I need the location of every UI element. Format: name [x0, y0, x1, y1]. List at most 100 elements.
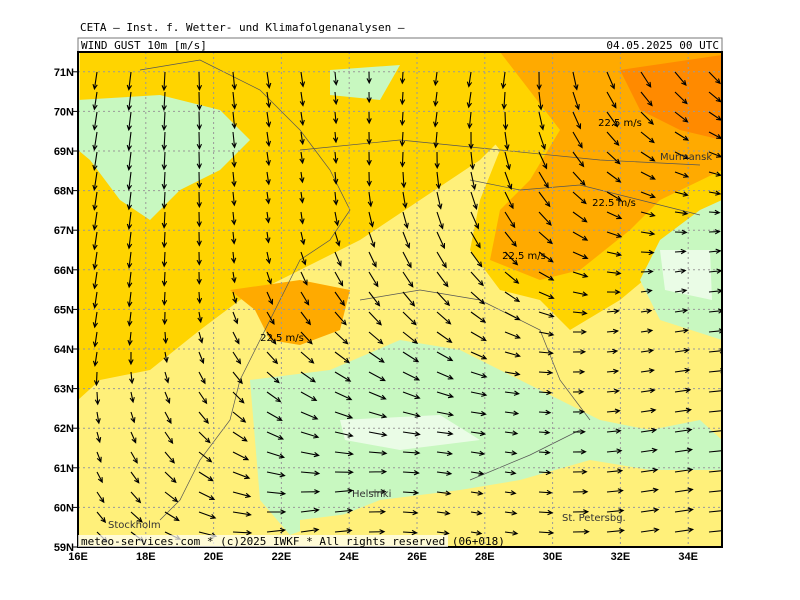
place-label: Murmansk [660, 152, 712, 163]
wind-arrow [265, 91, 272, 109]
wind-arrow [640, 268, 654, 275]
wind-arrow [402, 391, 421, 400]
wind-arrow [640, 308, 653, 314]
wind-arrow [504, 490, 517, 496]
wind-arrow [538, 350, 554, 356]
wind-arrow [470, 450, 486, 456]
wind-arrow [126, 191, 133, 211]
wind-arrow [368, 489, 387, 495]
wind-arrow [300, 431, 320, 439]
contour-label: 22.5 m/s [598, 118, 642, 129]
parameter: WIND_GUST 10m [m/s] [81, 39, 207, 52]
wind-arrow [164, 411, 172, 425]
wind-arrow [196, 71, 203, 92]
wind-arrow [231, 151, 237, 168]
wind-arrow [436, 470, 453, 476]
wind-arrow [300, 527, 320, 533]
wind-arrow [640, 230, 656, 237]
wind-arrow [334, 271, 344, 287]
lat-label: 62N [54, 423, 74, 435]
wind-arrow [708, 408, 722, 414]
wind-arrow [92, 91, 98, 111]
wind-arrow [368, 271, 379, 288]
wind-arrow [126, 111, 132, 132]
wind-arrow [572, 329, 587, 335]
wind-arrow [198, 471, 214, 482]
wind-arrow [232, 291, 238, 304]
wind-arrow [96, 471, 103, 484]
wind-arrow [231, 271, 237, 284]
wind-arrow [640, 467, 659, 473]
wind-arrow [433, 71, 439, 87]
wind-arrow [127, 311, 133, 327]
wind-arrow [606, 508, 625, 514]
wind-arrow [300, 507, 320, 514]
wind-arrow [266, 509, 287, 515]
contour-label: 22.5 m/s [260, 333, 304, 344]
wind-arrow [470, 490, 484, 496]
wind-arrow [674, 288, 688, 294]
wind-arrow [334, 411, 354, 419]
wind-arrow [196, 291, 203, 305]
wind-arrow [504, 231, 517, 248]
wind-arrow [399, 131, 406, 147]
wind-arrow [469, 151, 476, 171]
wind-arrow [402, 351, 420, 363]
wind-arrow [164, 451, 175, 464]
wind-arrow [537, 91, 544, 111]
wind-arrow [231, 111, 237, 130]
wind-arrow [606, 191, 623, 201]
wind-arrow [231, 131, 237, 149]
wind-arrow [299, 191, 305, 204]
wind-arrow [399, 91, 406, 106]
wind-arrow [504, 191, 514, 210]
wind-arrow [198, 411, 209, 424]
wind-arrow [368, 331, 384, 345]
wind-arrow [126, 231, 133, 250]
wind-arrow [332, 131, 339, 144]
wind-arrow [299, 71, 306, 88]
wind-arrow [538, 151, 548, 170]
wind-arrow [606, 448, 623, 454]
wind-arrow [92, 71, 98, 91]
calm-zone [330, 65, 400, 100]
wind-arrow [334, 391, 353, 401]
wind-arrow [674, 151, 690, 159]
wind-arrow [266, 471, 286, 478]
wind-arrow [162, 331, 169, 345]
wind-arrow [538, 409, 552, 416]
wind-arrow [266, 527, 287, 534]
wind-arrow [266, 431, 285, 440]
wind-arrow [538, 331, 555, 337]
wind-arrow [232, 451, 250, 461]
wind-arrow [161, 151, 167, 171]
wind-arrow [300, 291, 310, 306]
wind-arrow [334, 508, 354, 514]
wind-arrow [538, 191, 551, 208]
wind-arrow [674, 487, 694, 493]
wind-arrow [538, 369, 554, 376]
wind-arrow [300, 311, 312, 326]
wind-arrow [708, 229, 721, 235]
wind-arrow [436, 411, 455, 417]
wind-arrow [92, 131, 98, 151]
wind-arrow [433, 91, 439, 107]
wind-arrow [368, 371, 386, 382]
wind-arrow [127, 331, 133, 347]
wind-arrow [333, 71, 339, 86]
wind-arrow [266, 371, 280, 384]
wind-arrow [161, 231, 168, 249]
wind-arrow [299, 211, 305, 225]
wind-arrow [674, 248, 687, 255]
wind-arrow [504, 311, 521, 321]
lat-label: 64N [54, 344, 74, 356]
wind-arrow [300, 251, 307, 266]
lon-label: 16E [68, 551, 88, 563]
wind-arrow [232, 530, 253, 536]
wind-arrow [368, 469, 388, 475]
wind-arrow [300, 271, 308, 286]
wind-arrow [436, 251, 447, 269]
wind-arrow [674, 427, 693, 433]
calm-zone [660, 250, 712, 300]
